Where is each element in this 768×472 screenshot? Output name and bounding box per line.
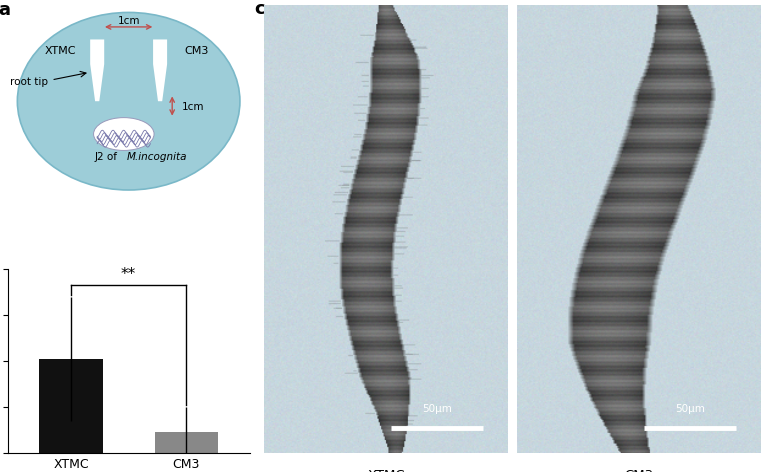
Text: XTMC: XTMC xyxy=(45,46,77,56)
Ellipse shape xyxy=(18,12,240,190)
Text: 50μm: 50μm xyxy=(422,404,452,414)
PathPatch shape xyxy=(153,40,167,101)
Text: c: c xyxy=(254,0,265,18)
Text: 1cm: 1cm xyxy=(118,16,140,26)
Bar xyxy=(154,432,218,453)
Text: M.incognita: M.incognita xyxy=(126,152,187,162)
Text: 1cm: 1cm xyxy=(182,102,204,112)
Text: **: ** xyxy=(121,267,136,282)
Text: CM3: CM3 xyxy=(624,469,654,472)
Text: CM3: CM3 xyxy=(184,46,209,56)
Ellipse shape xyxy=(94,118,154,151)
Text: XTMC: XTMC xyxy=(367,469,405,472)
Text: a: a xyxy=(0,1,10,19)
PathPatch shape xyxy=(90,40,104,101)
Text: 50μm: 50μm xyxy=(675,404,705,414)
Text: J2 of: J2 of xyxy=(94,152,121,162)
Text: root tip: root tip xyxy=(11,77,48,87)
Bar xyxy=(39,359,103,453)
